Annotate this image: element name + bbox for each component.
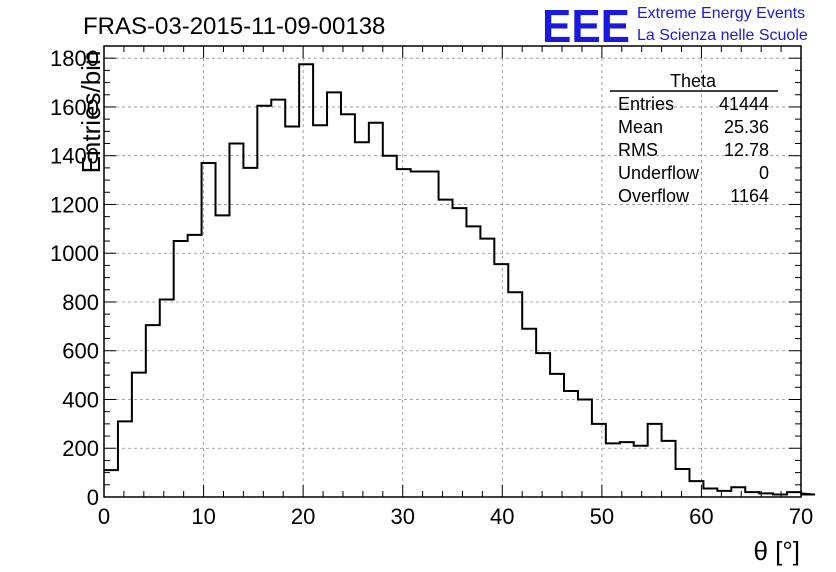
- x-tick-label: 0: [98, 504, 110, 529]
- y-tick-label: 1000: [50, 241, 99, 266]
- plot-frame: [103, 45, 802, 498]
- x-tick-label: 50: [590, 504, 614, 529]
- grid-lines: [104, 46, 801, 497]
- axis-ticks: [103, 45, 802, 498]
- stats-label: Entries: [618, 94, 674, 114]
- logo-line-1: Extreme Energy Events: [637, 5, 805, 22]
- logo-line-2: La Scienza nelle Scuole: [637, 27, 808, 44]
- y-tick-label: 1200: [50, 192, 99, 217]
- y-axis-title: Entries/bin: [76, 51, 106, 174]
- y-tick-label: 200: [62, 436, 99, 461]
- histogram-line: [104, 63, 816, 496]
- x-tick-labels: 0 10 20 30 40 50 60 70: [98, 504, 813, 529]
- stats-label: Mean: [618, 117, 663, 137]
- stats-label: Overflow: [618, 186, 690, 206]
- stats-value: 1164: [730, 186, 769, 206]
- x-tick-label: 10: [191, 504, 215, 529]
- y-tick-label: 1400: [50, 144, 99, 169]
- x-tick-label: 20: [291, 504, 315, 529]
- stats-box: Theta Entries 41444 Mean 25.36 RMS 12.78 Under…: [610, 71, 778, 206]
- stats-value: 41444: [719, 94, 769, 114]
- stats-label: RMS: [618, 140, 658, 160]
- stats-rows: Entries 41444 Mean 25.36 RMS 12.78 Underflow 0 O…: [618, 94, 769, 206]
- y-tick-labels: 0 200 400 600 800 1000 1200 1400 1600 1800: [50, 46, 99, 510]
- logo-mark: EEE: [542, 0, 630, 52]
- y-tick-label: 0: [87, 485, 99, 510]
- x-tick-label: 40: [490, 504, 514, 529]
- y-tick-label: 800: [62, 290, 99, 315]
- stats-value: 0: [759, 163, 769, 183]
- stats-value: 12.78: [724, 140, 769, 160]
- y-tick-label: 1800: [50, 46, 99, 71]
- y-tick-label: 1600: [50, 95, 99, 120]
- x-tick-label: 60: [689, 504, 713, 529]
- x-axis-title: θ [°]: [753, 536, 800, 566]
- x-tick-label: 70: [789, 504, 813, 529]
- stats-header: Theta: [670, 71, 717, 91]
- stats-label: Underflow: [618, 163, 700, 183]
- eee-logo: EEE Extreme Energy Events La Scienza nel…: [542, 0, 808, 52]
- stats-value: 25.36: [724, 117, 769, 137]
- y-tick-label: 600: [62, 339, 99, 364]
- x-tick-label: 30: [390, 504, 414, 529]
- chart-title: FRAS-03-2015-11-09-00138: [83, 13, 385, 40]
- y-tick-label: 400: [62, 387, 99, 412]
